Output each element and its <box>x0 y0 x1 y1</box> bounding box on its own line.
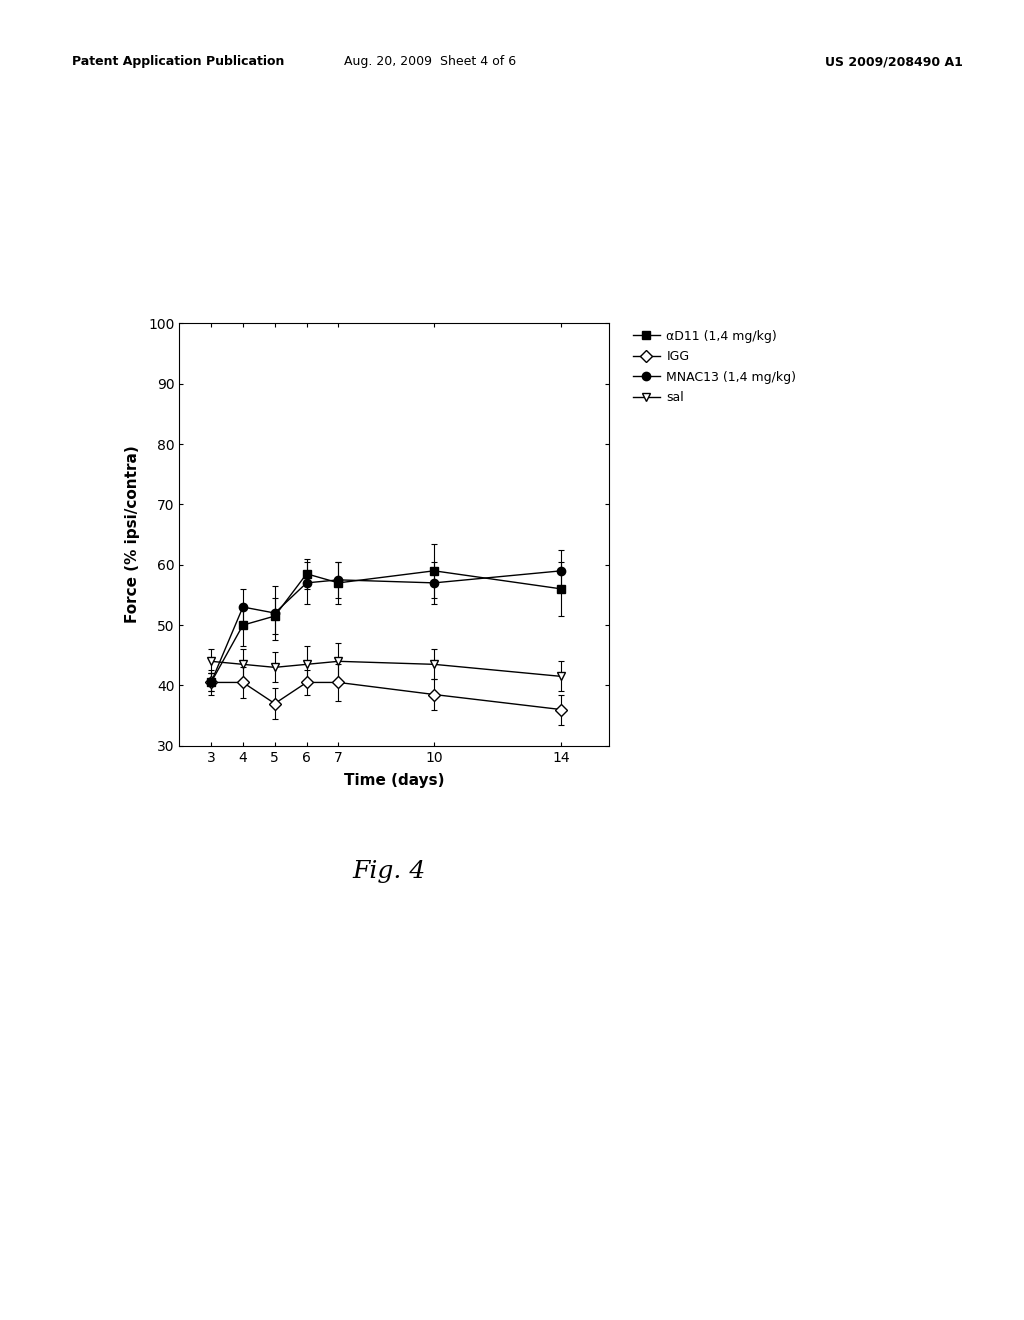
Text: Aug. 20, 2009  Sheet 4 of 6: Aug. 20, 2009 Sheet 4 of 6 <box>344 55 516 69</box>
Y-axis label: Force (% ipsi/contra): Force (% ipsi/contra) <box>125 446 139 623</box>
Text: US 2009/208490 A1: US 2009/208490 A1 <box>824 55 963 69</box>
X-axis label: Time (days): Time (days) <box>344 774 444 788</box>
Text: Fig. 4: Fig. 4 <box>352 859 426 883</box>
Legend: αD11 (1,4 mg/kg), IGG, MNAC13 (1,4 mg/kg), sal: αD11 (1,4 mg/kg), IGG, MNAC13 (1,4 mg/kg… <box>633 330 797 404</box>
Text: Patent Application Publication: Patent Application Publication <box>72 55 284 69</box>
